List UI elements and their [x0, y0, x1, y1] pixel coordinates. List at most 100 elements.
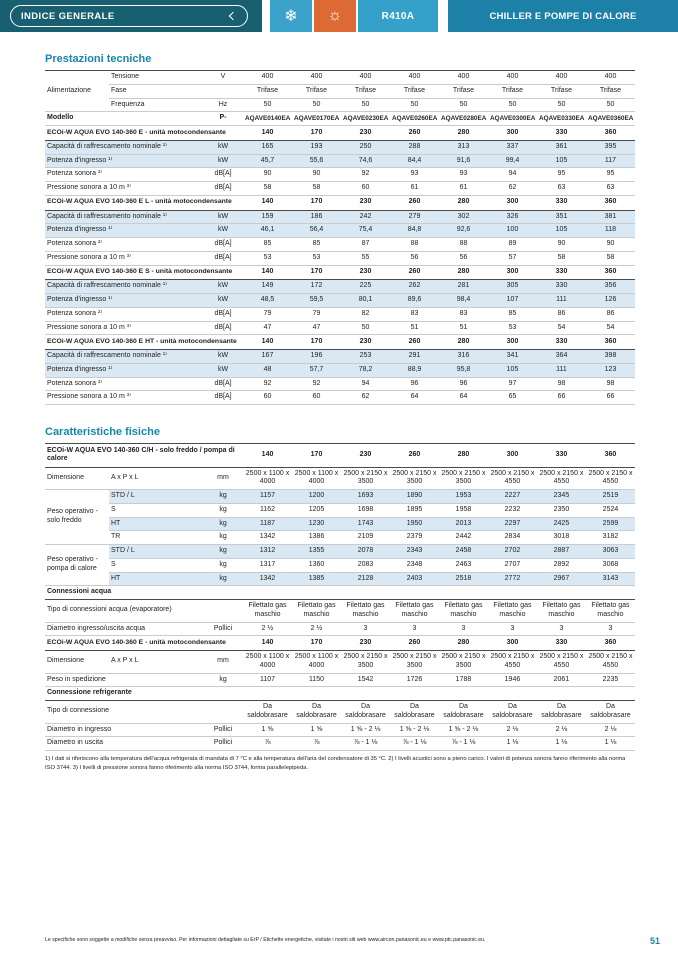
size-cell: 140: [261, 450, 274, 458]
value-cell: 56,4: [292, 223, 341, 238]
value-cell: AQAVE0260EA: [392, 114, 438, 122]
size-cell: 260: [408, 128, 421, 136]
value-cell: 1107: [259, 675, 276, 683]
value-cell: 58: [263, 184, 272, 191]
value-cell: 50: [508, 100, 517, 108]
value-cell: Filettato gas maschio: [248, 602, 287, 618]
table-row: Alimentazione Tensione V 400 400 400 400 400 400…: [45, 70, 635, 112]
unit-cell: mm: [217, 657, 229, 665]
size-cell: 140: [261, 198, 274, 206]
value-cell: 2772: [487, 572, 537, 586]
value-cell: 2500 x 1100 x 4000: [245, 653, 290, 669]
value-cell: 1355: [292, 544, 341, 559]
value-cell: 92,6: [439, 223, 488, 238]
value-cell: 83: [410, 309, 419, 317]
value-cell: 400: [261, 73, 274, 80]
value-cell: 2 ⅛: [555, 725, 568, 733]
value-cell: 400: [408, 73, 421, 80]
value-cell: 1312: [243, 544, 293, 559]
value-cell: 1698: [357, 505, 374, 513]
value-cell: 61: [459, 184, 468, 191]
value-cell: 46,1: [243, 223, 292, 238]
value-cell: 107: [488, 293, 537, 308]
row-label: A x P x L: [111, 657, 139, 665]
value-cell: 2379: [406, 533, 423, 541]
header-divider: [312, 0, 314, 32]
size-cell: 360: [604, 198, 617, 206]
value-cell: 3: [363, 624, 368, 632]
value-cell: 94: [361, 379, 370, 387]
value-cell: Da saldobrasare: [345, 703, 386, 719]
value-cell: 47: [263, 323, 272, 331]
value-cell: 2519: [585, 489, 635, 504]
value-cell: 196: [292, 349, 341, 364]
value-cell: 1743: [341, 517, 390, 531]
value-cell: 1360: [308, 560, 325, 568]
size-cell: 260: [408, 268, 421, 275]
value-cell: 186: [292, 210, 341, 224]
value-cell: 83: [459, 309, 468, 317]
value-cell: 2500 x 2150 x 4550: [490, 469, 535, 486]
value-cell: 60: [361, 184, 370, 191]
unit-cell: kg: [219, 675, 227, 683]
row-label: Diametro in ingresso: [47, 725, 112, 733]
value-cell: 2500 x 2150 x 3500: [392, 653, 437, 669]
value-cell: 53: [263, 253, 272, 261]
section-title-caratteristiche: Caratteristiche fisiche: [45, 426, 160, 438]
value-cell: 400: [604, 73, 617, 80]
value-cell: 1317: [259, 560, 276, 568]
row-label: HT: [109, 517, 203, 531]
value-cell: 93: [410, 170, 419, 178]
value-cell: 66: [557, 393, 566, 401]
value-cell: 364: [537, 349, 586, 364]
value-cell: 89,6: [390, 293, 439, 308]
unit-cell: kg: [203, 572, 244, 586]
value-cell: 1342: [259, 533, 276, 541]
table-row: Potenza d'ingresso ¹⁾ kW 45,7 55,6 74,6 84,4 9…: [45, 154, 635, 168]
value-cell: 51: [459, 323, 468, 331]
value-cell: 2109: [357, 533, 374, 541]
size-cell: 300: [506, 268, 519, 275]
value-cell: 281: [439, 279, 488, 294]
value-cell: 85: [263, 240, 272, 247]
group-label: Peso operativo - pompa di calore: [45, 544, 109, 586]
value-cell: 126: [586, 293, 635, 308]
table-row: Potenza sonora ²⁾ dB[A] 92 92 94 96 96 97 98 98: [45, 377, 635, 391]
value-cell: 96: [459, 379, 468, 387]
value-cell: 62: [508, 184, 517, 191]
value-cell: Trifase: [599, 86, 622, 94]
indice-generale-button[interactable]: INDICE GENERALE: [10, 5, 248, 27]
unit-cell: kg: [219, 560, 227, 568]
value-cell: 1386: [308, 533, 325, 541]
row-label: HT: [109, 572, 203, 586]
value-cell: 53: [312, 253, 321, 261]
value-cell: 74,6: [341, 154, 390, 168]
size-cell: 360: [604, 450, 617, 458]
size-cell: 230: [359, 198, 372, 206]
value-cell: Filettato gas maschio: [346, 602, 385, 618]
value-cell: AQAVE0230EA: [343, 114, 389, 122]
size-cell: 170: [310, 638, 323, 646]
value-cell: Da saldobrasare: [296, 703, 337, 719]
size-cell: 230: [359, 128, 372, 136]
value-cell: 2500 x 2150 x 3500: [441, 653, 486, 669]
value-cell: Trifase: [452, 86, 475, 94]
value-cell: 1187: [243, 517, 293, 531]
value-cell: 250: [341, 140, 390, 154]
value-cell: 91,6: [439, 154, 488, 168]
value-cell: Da saldobrasare: [492, 703, 533, 719]
value-cell: 86: [557, 309, 566, 317]
value-cell: 2500 x 2150 x 3500: [343, 469, 388, 486]
value-cell: 1150: [308, 675, 325, 683]
value-cell: 96: [410, 379, 419, 387]
unit-cell: V: [220, 73, 226, 80]
value-cell: 2013: [438, 517, 488, 531]
value-cell: 159: [243, 210, 292, 224]
value-cell: 2500 x 2150 x 4550: [588, 469, 633, 486]
value-cell: 1157: [243, 489, 293, 504]
value-cell: 1953: [438, 489, 488, 504]
page-content: Prestazioni tecniche Alimentazione Tensio…: [45, 32, 635, 773]
value-cell: 50: [263, 100, 272, 108]
table-row: Potenza d'ingresso ¹⁾ kW 48 57,7 78,2 88,9 95,…: [45, 363, 635, 377]
value-cell: 1950: [389, 517, 439, 531]
